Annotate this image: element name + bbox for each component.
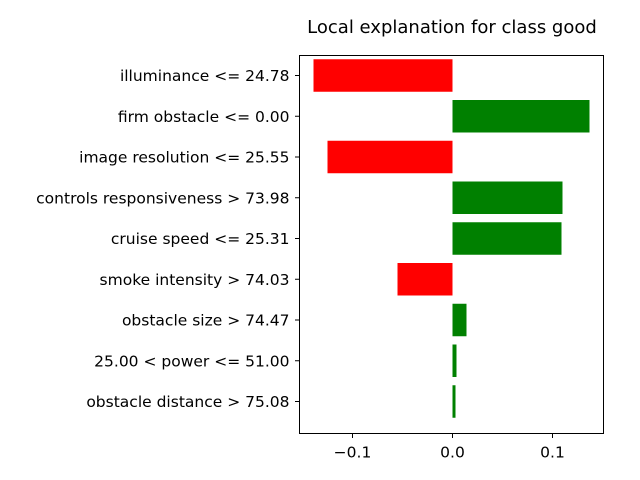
bars-group <box>313 59 590 418</box>
bar-6 <box>452 303 467 337</box>
chart-title: Local explanation for class good <box>307 17 597 38</box>
bar-8 <box>452 385 456 418</box>
bar-7 <box>452 344 457 377</box>
bar-2 <box>327 140 453 174</box>
category-label-4: cruise speed <= 25.31 <box>111 230 290 248</box>
category-label-5: smoke intensity > 74.03 <box>100 271 290 289</box>
category-labels: illuminance <= 24.78 firm obstacle <= 0.0… <box>36 67 300 411</box>
x-tick-label-0: −0.1 <box>334 444 372 462</box>
category-label-8: obstacle distance > 75.08 <box>86 393 289 411</box>
bar-4 <box>452 222 562 255</box>
plot-frame <box>299 55 604 434</box>
category-label-1: firm obstacle <= 0.00 <box>118 108 290 126</box>
bar-3 <box>452 181 563 214</box>
bar-1 <box>452 100 590 133</box>
category-label-6: obstacle size > 74.47 <box>122 312 290 330</box>
bar-0 <box>313 59 453 92</box>
x-tick-label-1: 0.0 <box>440 444 465 462</box>
category-label-0: illuminance <= 24.78 <box>120 67 290 85</box>
category-label-3: controls responsiveness > 73.98 <box>36 189 289 207</box>
bar-5 <box>397 263 453 296</box>
category-label-7: 25.00 < power <= 51.00 <box>94 352 289 370</box>
x-tick-label-2: 0.1 <box>540 444 565 462</box>
category-label-2: image resolution <= 25.55 <box>79 149 289 167</box>
x-axis-ticks: −0.1 0.0 0.1 <box>334 433 565 462</box>
